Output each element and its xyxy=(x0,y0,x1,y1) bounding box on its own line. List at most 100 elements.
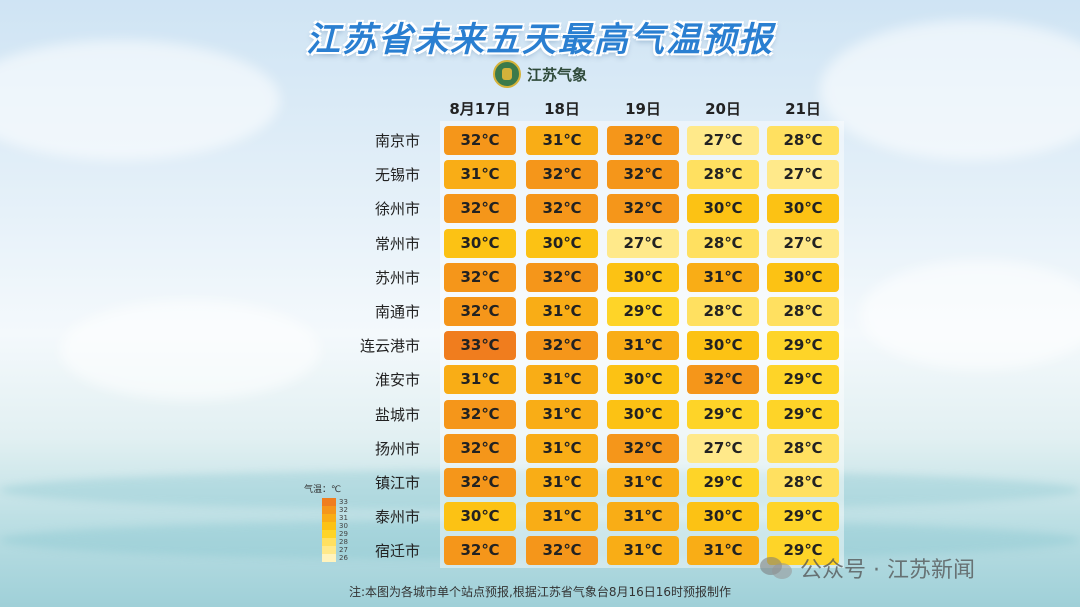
temperature-cell: 30℃ xyxy=(687,194,759,224)
temperature-cell: 31℃ xyxy=(607,536,679,566)
city-label: 宿迁市 xyxy=(374,542,420,561)
temperature-cell: 32℃ xyxy=(444,194,516,224)
legend-label: 33 xyxy=(339,498,348,506)
city-label: 常州市 xyxy=(374,234,420,253)
temperature-cell: 30℃ xyxy=(767,262,839,292)
temperature-cell: 28℃ xyxy=(767,297,839,326)
temperature-cell: 32℃ xyxy=(526,331,598,361)
temperature-cell: 31℃ xyxy=(687,536,759,566)
legend-swatch xyxy=(322,514,336,522)
watermark-text: 公众号 · 江苏新闻 xyxy=(800,558,975,583)
city-label: 苏州市 xyxy=(374,268,420,287)
city-label: 淮安市 xyxy=(374,371,420,390)
temperature-cell: 30℃ xyxy=(767,194,839,224)
temperature-cell: 32℃ xyxy=(444,536,516,566)
background-cloud xyxy=(60,300,320,400)
temperature-cell: 32℃ xyxy=(526,536,598,566)
temperature-cell: 30℃ xyxy=(607,262,679,292)
city-label: 泰州市 xyxy=(374,508,420,527)
temperature-cell: 31℃ xyxy=(526,399,598,429)
temperature-cell: 31℃ xyxy=(444,365,516,395)
watermark: 公众号 · 江苏新闻 xyxy=(760,552,975,584)
temperature-cell: 31℃ xyxy=(526,297,598,326)
temperature-cell: 29℃ xyxy=(767,399,839,429)
logo-text: 江苏气象 xyxy=(526,65,587,84)
city-label: 徐州市 xyxy=(374,200,420,219)
temperature-cell: 29℃ xyxy=(607,297,679,326)
temperature-cell: 31℃ xyxy=(687,262,759,292)
column-header: 20日 xyxy=(705,100,741,118)
temperature-cell: 32℃ xyxy=(526,160,598,190)
temperature-cell: 28℃ xyxy=(767,126,839,155)
footnote: 注:本图为各城市单个站点预报,根据江苏省气象台8月16日16时预报制作 xyxy=(348,585,732,599)
legend-label: 28 xyxy=(339,538,348,546)
legend-label: 29 xyxy=(339,530,348,538)
temperature-cell: 30℃ xyxy=(687,502,759,532)
temperature-cell: 32℃ xyxy=(444,433,516,463)
temperature-cell: 33℃ xyxy=(444,331,516,361)
legend-swatch xyxy=(322,522,336,530)
column-header: 19日 xyxy=(625,100,661,118)
city-label: 南京市 xyxy=(374,132,420,150)
temperature-cell: 27℃ xyxy=(767,228,839,258)
temperature-cell: 27℃ xyxy=(687,126,759,155)
background-cloud xyxy=(860,260,1080,370)
temperature-cell: 31℃ xyxy=(607,502,679,532)
logo: 江苏气象 xyxy=(0,60,1080,88)
legend-swatch xyxy=(322,498,336,506)
legend-label: 32 xyxy=(339,506,348,514)
temperature-cell: 32℃ xyxy=(444,399,516,429)
temperature-cell: 29℃ xyxy=(767,536,839,566)
wechat-icon xyxy=(760,555,794,581)
city-label: 镇江市 xyxy=(374,474,420,492)
temperature-cell: 29℃ xyxy=(767,365,839,395)
temperature-cell: 29℃ xyxy=(687,468,759,497)
temperature-cell: 27℃ xyxy=(687,433,759,463)
temperature-cell: 31℃ xyxy=(444,160,516,190)
legend-label: 27 xyxy=(339,546,348,554)
temperature-cell: 30℃ xyxy=(607,365,679,395)
legend-swatch xyxy=(322,554,336,562)
column-header: 18日 xyxy=(544,100,580,118)
temperature-cell: 32℃ xyxy=(526,194,598,224)
temperature-cell: 32℃ xyxy=(607,126,679,155)
temperature-cell: 31℃ xyxy=(526,468,598,497)
temperature-cell: 28℃ xyxy=(687,228,759,258)
temperature-cell: 31℃ xyxy=(526,126,598,155)
legend-swatch xyxy=(322,546,336,554)
column-header: 21日 xyxy=(785,100,821,118)
temperature-cell: 31℃ xyxy=(607,468,679,497)
city-label: 无锡市 xyxy=(374,166,420,185)
legend-swatch xyxy=(322,538,336,546)
temperature-cell: 32℃ xyxy=(607,194,679,224)
legend-label: 31 xyxy=(339,514,348,522)
temperature-cell: 30℃ xyxy=(444,502,516,532)
city-label: 南通市 xyxy=(374,303,420,321)
temperature-cell: 30℃ xyxy=(444,228,516,258)
legend-label: 30 xyxy=(339,522,348,530)
temperature-cell: 32℃ xyxy=(607,160,679,190)
temperature-cell: 32℃ xyxy=(444,468,516,497)
temperature-cell: 28℃ xyxy=(767,433,839,463)
background-cloud xyxy=(820,20,1080,160)
temperature-cell: 30℃ xyxy=(687,331,759,361)
temperature-cell: 29℃ xyxy=(767,502,839,532)
column-header: 8月17日 xyxy=(449,100,511,118)
temperature-cell: 27℃ xyxy=(607,228,679,258)
legend-swatch xyxy=(322,530,336,538)
legend-swatch xyxy=(322,506,336,514)
temperature-cell: 28℃ xyxy=(687,160,759,190)
temperature-cell: 32℃ xyxy=(526,262,598,292)
city-label: 扬州市 xyxy=(374,439,420,458)
temperature-cell: 32℃ xyxy=(444,262,516,292)
temperature-cell: 28℃ xyxy=(687,297,759,326)
page-title: 江苏省未来五天最高气温预报 xyxy=(306,20,774,60)
temperature-cell: 29℃ xyxy=(767,331,839,361)
weather-bureau-emblem-icon xyxy=(492,60,521,88)
temperature-cell: 32℃ xyxy=(607,433,679,463)
temperature-cell: 28℃ xyxy=(767,468,839,497)
city-label: 连云港市 xyxy=(359,337,420,356)
background-cloud xyxy=(0,40,280,160)
temperature-cell: 31℃ xyxy=(526,433,598,463)
temperature-cell: 31℃ xyxy=(607,331,679,361)
